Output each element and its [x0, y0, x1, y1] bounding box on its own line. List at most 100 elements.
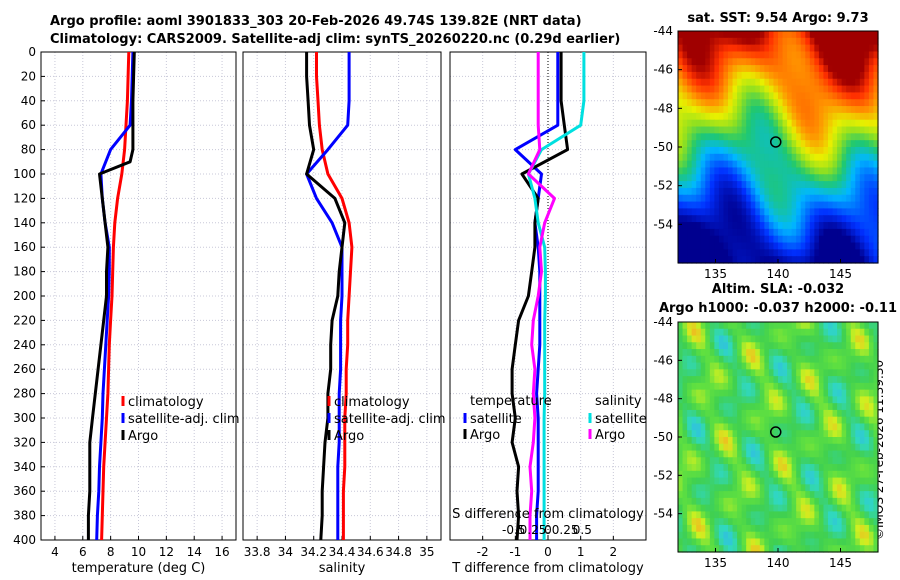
sst-map-cell: [778, 208, 784, 216]
sla-map-cell: [687, 328, 693, 337]
sla-map-cell: [805, 497, 811, 506]
x-tick-label: 10: [131, 545, 146, 559]
sst-map-cell: [750, 160, 756, 169]
sla-map-cell: [837, 416, 843, 425]
sla-map-cell: [873, 389, 879, 398]
sst-map-cell: [791, 160, 797, 169]
sla-map-cell: [696, 437, 702, 445]
sla-map-cell: [705, 423, 711, 431]
sst-map-cell: [814, 194, 820, 203]
sst-map-cell: [768, 235, 775, 244]
sla-map-cell: [700, 342, 706, 350]
sst-map-cell: [823, 208, 829, 216]
sla-map-cell: [723, 484, 729, 492]
sla-map-cell: [828, 423, 834, 431]
sla-map-cell: [764, 518, 770, 526]
sla-map-cell: [728, 376, 734, 384]
sst-map-cell: [841, 249, 847, 257]
sst-map-cell: [873, 181, 879, 189]
sst-map-cell: [818, 71, 825, 80]
sla-map-cell: [846, 470, 852, 479]
sst-map-cell: [778, 37, 784, 46]
sst-map-cell: [714, 78, 720, 87]
sla-map-cell: [759, 443, 765, 452]
sla-map-cell: [768, 369, 775, 377]
sst-map-cell: [687, 208, 693, 216]
sla-map-cell: [828, 328, 834, 337]
sst-map-cell: [818, 133, 825, 141]
sla-map-cell: [855, 322, 861, 330]
sst-map-cell: [737, 147, 743, 155]
sla-map-cell: [850, 464, 856, 472]
sst-map-cell: [855, 65, 861, 73]
sla-map-cell: [700, 518, 706, 526]
sla-map-cell: [732, 504, 738, 513]
sla-map-cell: [859, 443, 865, 452]
sst-map-cell: [846, 119, 852, 128]
sst-map-cell: [737, 228, 743, 237]
sst-map-cell: [709, 71, 715, 80]
x-axis-label: T difference from climatology: [451, 561, 644, 576]
sla-map-cell: [696, 355, 702, 364]
sla-map-cell: [705, 349, 711, 357]
sla-map-cell: [741, 403, 747, 411]
sst-map-cell: [823, 140, 829, 148]
sst-map-cell: [746, 92, 752, 100]
sla-map-cell: [828, 362, 834, 370]
sst-map-cell: [750, 85, 756, 94]
sst-map-cell: [791, 181, 797, 189]
sst-map-cell: [873, 160, 879, 169]
sla-map-cell: [832, 389, 838, 398]
sla-map-cell: [746, 362, 752, 370]
sst-map-cell: [768, 65, 775, 73]
sst-map-cell: [714, 174, 720, 182]
sla-map-cell: [755, 511, 761, 519]
sst-map-cell: [723, 167, 729, 175]
sla-map-cell: [805, 457, 811, 465]
sst-map-cell: [714, 140, 720, 148]
sla-map-cell: [850, 328, 856, 337]
sla-map-cell: [691, 328, 697, 337]
sla-map-cell: [696, 362, 702, 370]
sla-map-cell: [796, 477, 802, 485]
sla-map-cell: [728, 511, 734, 519]
sst-map-cell: [787, 31, 793, 39]
sla-map-cell: [728, 382, 734, 391]
sla-map-cell: [696, 382, 702, 391]
sst-map-cell: [687, 181, 693, 189]
sla-map-cell: [814, 443, 820, 452]
sst-map-cell: [873, 174, 879, 182]
sst-map-cell: [809, 249, 815, 257]
sst-map-cell: [868, 85, 875, 94]
sla-map-cell: [773, 355, 779, 364]
sst-map-cell: [737, 160, 743, 169]
sla-map-cell: [768, 355, 775, 364]
sla-map-cell: [705, 491, 711, 499]
sla-map-cell: [768, 538, 775, 546]
sst-map-cell: [841, 228, 847, 237]
sla-map-cell: [855, 342, 861, 350]
sst-map-cell: [841, 242, 847, 250]
sst-map-cell: [841, 140, 847, 148]
sla-map-cell: [737, 403, 743, 411]
sst-map-cell: [832, 208, 838, 216]
sla-map-cell: [709, 518, 715, 526]
sla-map-cell: [709, 443, 715, 452]
sla-map-cell: [687, 342, 693, 350]
sla-map-cell: [850, 524, 856, 533]
sst-map-cell: [787, 222, 793, 230]
sla-map-cell: [732, 450, 738, 458]
sst-map-cell: [687, 126, 693, 134]
sst-map-cell: [732, 65, 738, 73]
sst-map-cell: [759, 187, 765, 196]
sst-map-cell: [746, 112, 752, 121]
sst-map-cell: [728, 44, 734, 53]
sla-map-cell: [778, 484, 784, 492]
sst-map-cell: [723, 222, 729, 230]
sla-map-cell: [805, 524, 811, 533]
sla-map-cell: [855, 545, 861, 553]
sla-map-cell: [873, 545, 879, 553]
sla-map-cell: [782, 524, 788, 533]
sla-map-cell: [814, 362, 820, 370]
sla-map-cell: [773, 362, 779, 370]
